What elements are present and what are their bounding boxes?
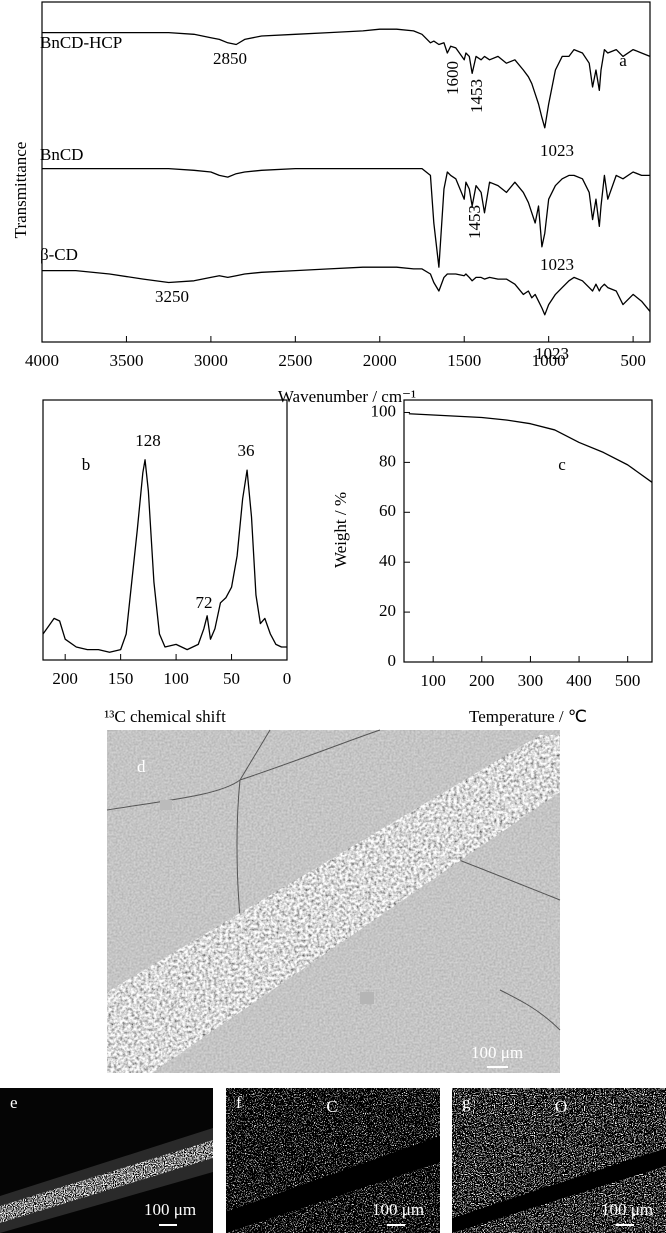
scale-label: 100 μm [601,1200,653,1219]
x-tick-label: 100 [163,669,189,688]
annotation: c [558,455,566,474]
x-axis-label: Temperature / ℃ [469,707,587,726]
panel-label: f [236,1093,242,1112]
scale-label: 100 μm [471,1043,523,1062]
spectrum-line [42,167,650,268]
y-axis-label: Weight / % [331,492,350,568]
y-tick-label: 40 [379,551,396,570]
x-tick-label: 50 [223,669,240,688]
annotation: 1023 [540,255,574,274]
annotation: 72 [196,593,213,612]
x-axis-label: Wavenumber / cm⁻¹ [278,387,416,406]
panel-label: g [462,1093,471,1112]
y-tick-label: 60 [379,501,396,520]
series-label: BnCD [40,145,83,164]
x-tick-label: 2500 [278,351,312,370]
annotation: 1600 [443,61,462,95]
annotation: 1023 [535,344,569,363]
scale-label: 100 μm [144,1200,196,1219]
x-tick-label: 500 [615,671,641,690]
x-tick-label: 0 [283,669,292,688]
spectrum-line [42,459,287,653]
annotation: 36 [238,441,255,460]
x-tick-label: 200 [469,671,495,690]
x-tick-label: 3000 [194,351,228,370]
annotation: 3250 [155,287,189,306]
spectrum-line [408,413,653,483]
x-tick-label: 150 [108,669,134,688]
x-axis-label: ¹³C chemical shift [104,707,226,726]
x-tick-label: 300 [518,671,544,690]
spectrum-line [42,28,651,129]
element-label: C [326,1097,337,1116]
annotation: 1023 [540,141,574,160]
annotation: 1453 [465,205,484,239]
annotation: 1453 [467,79,486,113]
series-label: β-CD [40,245,78,264]
y-axis-label: Transmittance [11,142,30,239]
x-tick-label: 500 [620,351,646,370]
x-tick-label: 2000 [363,351,397,370]
annotation: 128 [135,431,161,450]
sem-image-d: d 100 μm [106,729,561,1073]
plot-frame [41,1,651,343]
fiber-shadow [226,1136,440,1233]
element-label: O [555,1097,567,1116]
sem-image-e: e 100 μm [0,1088,213,1233]
plot-frame [403,399,653,663]
y-tick-label: 80 [379,451,396,470]
x-tick-label: 400 [566,671,592,690]
plot-frame [42,399,288,661]
scale-label: 100 μm [372,1200,424,1219]
annotation: a [619,51,627,70]
spectrum-line [42,266,651,316]
annotation: 2850 [213,49,247,68]
x-tick-label: 4000 [25,351,59,370]
x-tick-label: 3500 [109,351,143,370]
map-image-o: g O 100 μm [452,1088,666,1233]
crack [106,729,561,1031]
x-tick-label: 1500 [447,351,481,370]
panel-label: e [10,1093,18,1112]
x-tick-label: 200 [52,669,78,688]
particle [160,800,172,810]
fiber-shadow [452,1148,666,1233]
series-label: BnCD-HCP [40,33,122,52]
map-image-c: f C 100 μm [226,1088,440,1233]
y-tick-label: 20 [379,601,396,620]
particle [360,992,374,1004]
y-tick-label: 0 [388,651,397,670]
y-tick-label: 100 [371,401,397,420]
panel-label: d [137,757,146,776]
annotation: b [82,455,91,474]
x-tick-label: 100 [420,671,446,690]
x-tick-label: 1000 [532,351,566,370]
